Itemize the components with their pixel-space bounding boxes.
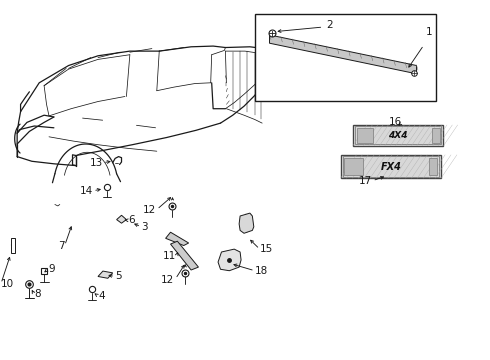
Bar <box>357 128 373 143</box>
Text: 2: 2 <box>326 20 333 30</box>
FancyBboxPatch shape <box>355 126 441 144</box>
Bar <box>344 158 363 175</box>
Polygon shape <box>117 215 126 223</box>
Text: 8: 8 <box>34 289 41 300</box>
Text: 12: 12 <box>161 275 174 285</box>
Polygon shape <box>171 241 198 270</box>
Polygon shape <box>270 35 416 74</box>
FancyBboxPatch shape <box>353 125 443 146</box>
FancyBboxPatch shape <box>343 156 439 177</box>
Text: 7: 7 <box>58 240 65 251</box>
Polygon shape <box>98 271 113 278</box>
Polygon shape <box>11 238 15 253</box>
Polygon shape <box>239 213 254 233</box>
Text: 4: 4 <box>98 291 105 301</box>
Text: 16: 16 <box>389 117 402 127</box>
FancyBboxPatch shape <box>341 155 441 178</box>
Text: 5: 5 <box>115 271 122 282</box>
Bar <box>432 128 440 143</box>
Text: 17: 17 <box>359 176 372 186</box>
Text: 18: 18 <box>255 266 268 276</box>
Text: 10: 10 <box>1 279 14 289</box>
Text: 6: 6 <box>128 215 135 225</box>
Text: 11: 11 <box>163 251 176 261</box>
Polygon shape <box>166 232 189 246</box>
Bar <box>255 14 436 101</box>
Text: 14: 14 <box>80 186 93 196</box>
Polygon shape <box>218 249 241 271</box>
Text: 1: 1 <box>425 27 432 37</box>
Text: 13: 13 <box>90 158 103 168</box>
Text: 4X4: 4X4 <box>389 131 408 140</box>
Text: 9: 9 <box>48 264 55 274</box>
Text: 3: 3 <box>141 222 148 232</box>
Text: 15: 15 <box>260 244 273 254</box>
Text: FX4: FX4 <box>380 162 401 171</box>
Bar <box>429 158 437 175</box>
Text: 12: 12 <box>143 204 156 215</box>
